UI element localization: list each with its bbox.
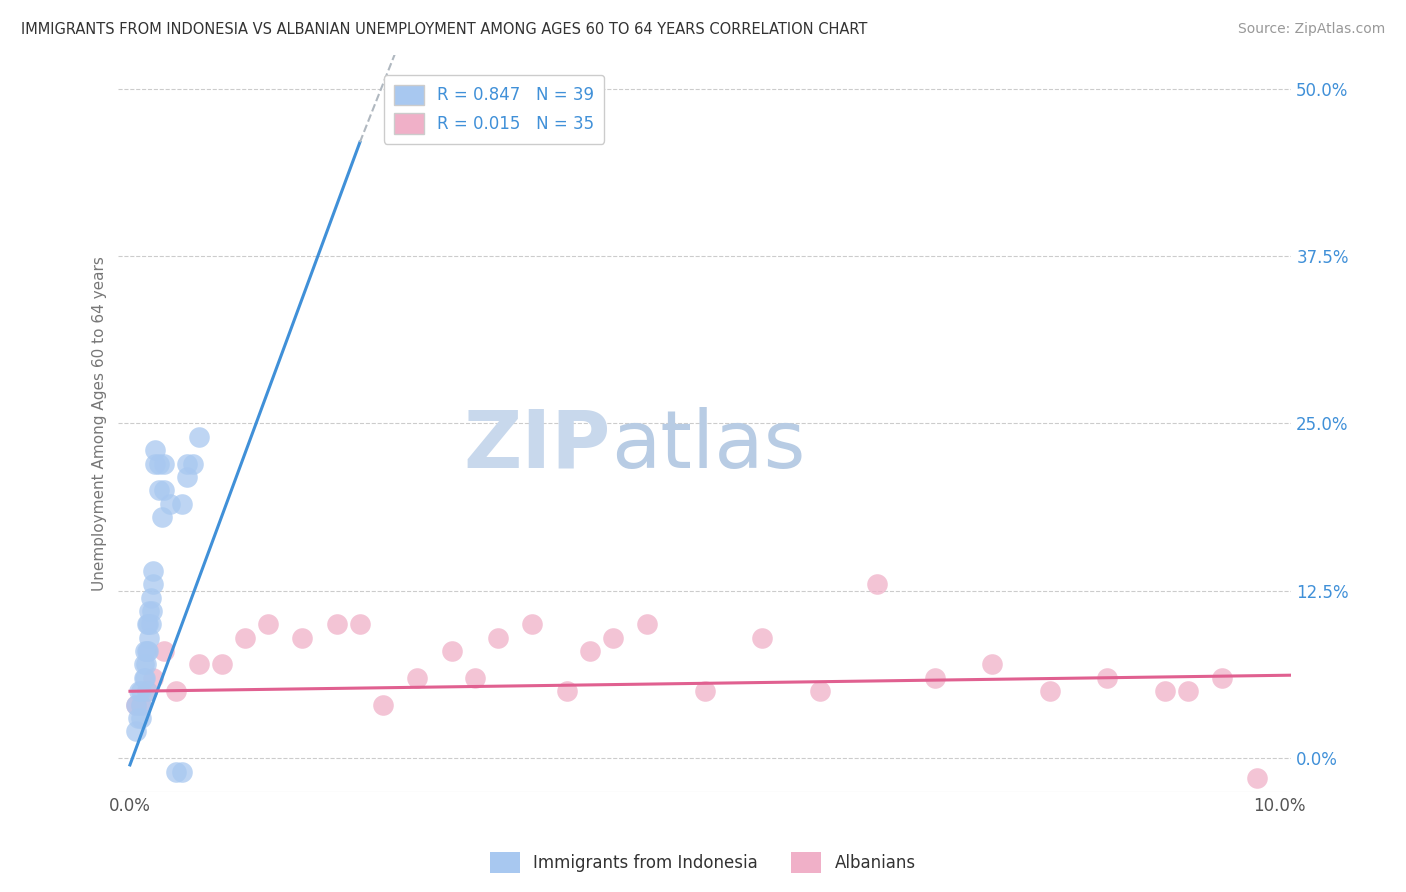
Point (142, 577, 165, 591)
Point (125, 698, 148, 712)
Point (176, 457, 198, 471)
Point (127, 711, 149, 725)
Point (165, 684, 187, 698)
Point (141, 604, 163, 618)
Point (808, 684, 831, 698)
Point (751, 631, 773, 645)
Point (1246, 772, 1268, 786)
Point (134, 671, 156, 685)
Point (153, 483, 176, 498)
Point (150, 510, 173, 524)
Point (486, 631, 509, 645)
Point (139, 591, 162, 605)
Point (371, 698, 394, 712)
Point (159, 497, 181, 511)
Point (132, 657, 155, 672)
Point (134, 644, 156, 658)
Point (142, 564, 165, 578)
Point (128, 684, 150, 698)
Point (1177, 684, 1199, 698)
Point (440, 644, 463, 658)
Point (693, 684, 716, 698)
Point (131, 711, 153, 725)
Point (148, 483, 170, 498)
Point (187, 430, 209, 444)
Point (131, 698, 153, 712)
Point (924, 671, 946, 685)
Text: ZIP: ZIP (464, 407, 612, 484)
Y-axis label: Unemployment Among Ages 60 to 64 years: Unemployment Among Ages 60 to 64 years (93, 256, 107, 591)
Point (138, 644, 160, 658)
Legend: R = 0.847   N = 39, R = 0.015   N = 35: R = 0.847 N = 39, R = 0.015 N = 35 (384, 75, 605, 144)
Point (136, 644, 159, 658)
Point (291, 631, 314, 645)
Point (981, 657, 1004, 672)
Point (349, 617, 371, 632)
Point (131, 698, 153, 712)
Point (1097, 671, 1119, 685)
Point (1153, 684, 1175, 698)
Point (187, 657, 209, 672)
Point (170, 764, 193, 779)
Point (132, 671, 155, 685)
Point (125, 698, 148, 712)
Point (139, 617, 162, 632)
Point (579, 644, 602, 658)
Point (257, 617, 280, 632)
Point (1039, 684, 1062, 698)
Point (165, 764, 187, 779)
Point (131, 684, 153, 698)
Point (138, 631, 160, 645)
Point (136, 684, 159, 698)
Point (153, 457, 176, 471)
Point (636, 617, 658, 632)
Point (406, 671, 429, 685)
Point (181, 457, 204, 471)
Point (136, 684, 159, 698)
Point (138, 617, 160, 632)
Point (125, 724, 148, 739)
Text: IMMIGRANTS FROM INDONESIA VS ALBANIAN UNEMPLOYMENT AMONG AGES 60 TO 64 YEARS COR: IMMIGRANTS FROM INDONESIA VS ALBANIAN UN… (21, 22, 868, 37)
Point (135, 657, 157, 672)
Point (138, 604, 160, 618)
Point (233, 631, 256, 645)
Point (602, 631, 624, 645)
Point (866, 577, 889, 591)
Legend: Immigrants from Indonesia, Albanians: Immigrants from Indonesia, Albanians (484, 846, 922, 880)
Point (555, 684, 578, 698)
Point (326, 617, 349, 632)
Point (522, 617, 544, 632)
Point (211, 657, 233, 672)
Point (153, 644, 176, 658)
Point (1211, 671, 1233, 685)
Point (143, 457, 166, 471)
Point (176, 470, 198, 484)
Point (170, 497, 193, 511)
Text: Source: ZipAtlas.com: Source: ZipAtlas.com (1237, 22, 1385, 37)
Point (464, 671, 486, 685)
Point (142, 671, 165, 685)
Point (148, 457, 170, 471)
Text: atlas: atlas (612, 407, 806, 484)
Point (136, 617, 159, 632)
Point (143, 443, 166, 458)
